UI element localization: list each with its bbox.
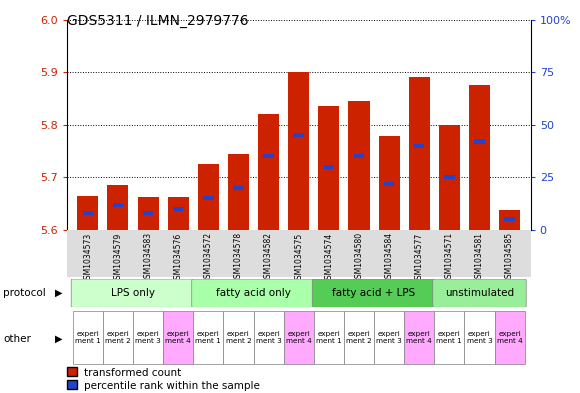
Bar (499, 210, 520, 230)
Bar (414, 144, 425, 148)
Text: GSM1034572: GSM1034572 (204, 232, 213, 283)
Text: GSM1034575: GSM1034575 (294, 232, 303, 283)
Text: GSM1034576: GSM1034576 (173, 232, 183, 283)
Text: experi
ment 1: experi ment 1 (75, 331, 101, 344)
Text: experi
ment 3: experi ment 3 (135, 331, 161, 344)
Bar (228, 154, 249, 230)
Bar (223, 311, 253, 364)
Text: LPS only: LPS only (111, 288, 155, 298)
Bar (379, 136, 400, 230)
Bar (168, 197, 188, 230)
Text: experi
ment 3: experi ment 3 (256, 331, 281, 344)
Bar (288, 72, 309, 230)
Bar (143, 211, 153, 215)
Bar (465, 311, 495, 364)
Bar (193, 311, 223, 364)
Bar (495, 311, 525, 364)
Bar (349, 101, 369, 230)
FancyBboxPatch shape (433, 279, 526, 307)
Bar (253, 311, 284, 364)
Text: experi
ment 4: experi ment 4 (286, 331, 311, 344)
Bar (409, 77, 430, 230)
Bar (505, 217, 515, 222)
Bar (314, 311, 344, 364)
Bar (434, 311, 465, 364)
Bar (404, 311, 434, 364)
Bar (203, 196, 213, 200)
Text: other: other (3, 334, 31, 344)
Bar (374, 311, 404, 364)
Text: experi
ment 1: experi ment 1 (195, 331, 221, 344)
Bar (113, 202, 123, 207)
Bar (324, 165, 334, 169)
Text: experi
ment 4: experi ment 4 (407, 331, 432, 344)
Text: GSM1034583: GSM1034583 (144, 232, 153, 283)
Bar (258, 114, 279, 230)
Text: GSM1034574: GSM1034574 (324, 232, 334, 283)
Bar (293, 133, 304, 138)
Text: fatty acid + LPS: fatty acid + LPS (332, 288, 416, 298)
Bar (163, 311, 193, 364)
Text: GSM1034580: GSM1034580 (354, 232, 364, 283)
Text: percentile rank within the sample: percentile rank within the sample (84, 380, 260, 391)
Text: experi
ment 3: experi ment 3 (376, 331, 402, 344)
Text: GSM1034578: GSM1034578 (234, 232, 243, 283)
Bar (233, 186, 244, 190)
Bar (284, 311, 314, 364)
Text: GSM1034573: GSM1034573 (84, 232, 92, 283)
Bar (263, 154, 274, 158)
Text: protocol: protocol (3, 288, 46, 298)
Text: GSM1034585: GSM1034585 (505, 232, 514, 283)
Bar (198, 164, 219, 230)
Text: GSM1034577: GSM1034577 (415, 232, 424, 283)
Text: fatty acid only: fatty acid only (216, 288, 291, 298)
Text: experi
ment 2: experi ment 2 (105, 331, 131, 344)
Text: GSM1034581: GSM1034581 (475, 232, 484, 283)
Bar (133, 311, 163, 364)
Text: ▶: ▶ (55, 288, 63, 298)
Text: experi
ment 4: experi ment 4 (165, 331, 191, 344)
Text: ▶: ▶ (55, 334, 63, 344)
Text: transformed count: transformed count (84, 368, 182, 378)
Bar (107, 185, 128, 230)
Bar (173, 207, 183, 211)
Text: GDS5311 / ILMN_2979776: GDS5311 / ILMN_2979776 (67, 14, 248, 28)
FancyBboxPatch shape (71, 279, 195, 307)
Text: experi
ment 1: experi ment 1 (437, 331, 462, 344)
Bar (384, 182, 394, 186)
Bar (344, 311, 374, 364)
Bar (474, 140, 485, 144)
Text: experi
ment 3: experi ment 3 (466, 331, 492, 344)
Text: experi
ment 4: experi ment 4 (496, 331, 523, 344)
Bar (444, 175, 455, 180)
FancyBboxPatch shape (192, 279, 316, 307)
Text: experi
ment 2: experi ment 2 (346, 331, 372, 344)
Text: GSM1034571: GSM1034571 (445, 232, 454, 283)
Text: experi
ment 1: experi ment 1 (316, 331, 342, 344)
FancyBboxPatch shape (312, 279, 436, 307)
Bar (354, 154, 364, 158)
Bar (439, 125, 460, 230)
Text: unstimulated: unstimulated (445, 288, 514, 298)
Bar (103, 311, 133, 364)
Bar (77, 196, 99, 230)
Bar (82, 211, 93, 215)
Text: GSM1034579: GSM1034579 (114, 232, 122, 283)
Bar (137, 197, 158, 230)
Bar (469, 85, 490, 230)
Bar (318, 107, 339, 230)
Bar (72, 311, 103, 364)
Text: GSM1034584: GSM1034584 (385, 232, 394, 283)
Text: GSM1034582: GSM1034582 (264, 232, 273, 283)
Text: experi
ment 2: experi ment 2 (226, 331, 251, 344)
